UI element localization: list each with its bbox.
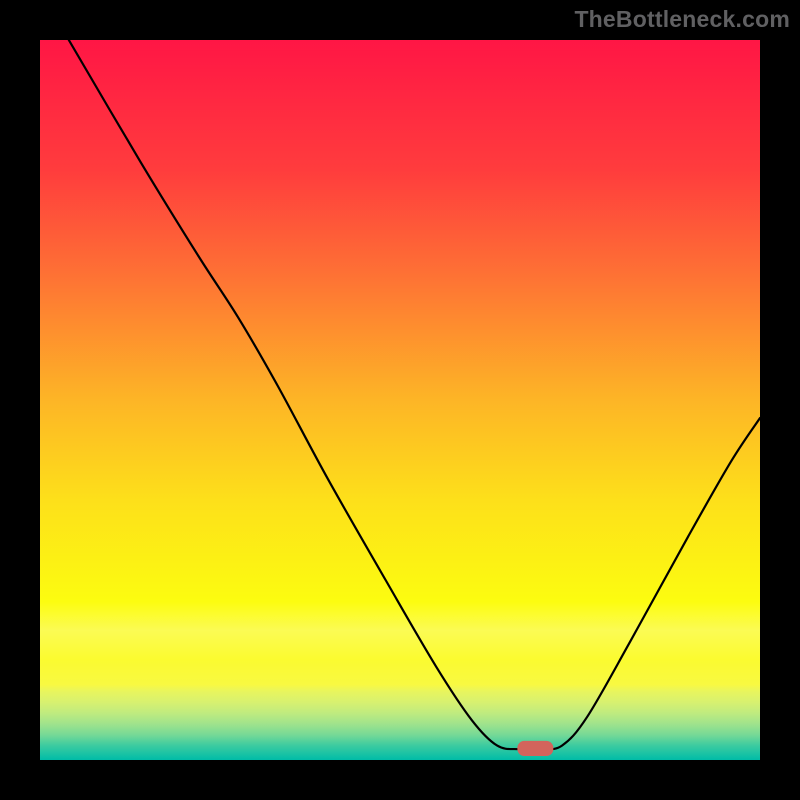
chart-background-gradient (40, 40, 760, 760)
watermark-text: TheBottleneck.com (574, 6, 790, 33)
bottleneck-chart: TheBottleneck.com (0, 0, 800, 800)
optimal-point-marker (517, 741, 553, 756)
chart-canvas (0, 0, 800, 800)
